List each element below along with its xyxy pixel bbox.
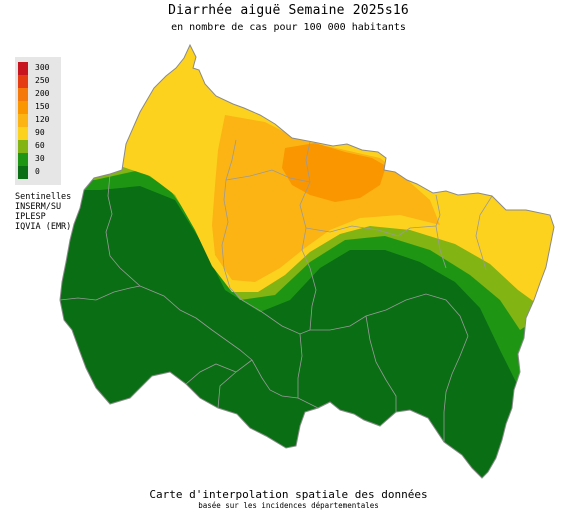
color-legend: 300 250 200 150 120 90 60 30 0 <box>15 57 61 185</box>
legend-item: 250 <box>15 75 61 88</box>
legend-item: 60 <box>15 140 61 153</box>
legend-label: 120 <box>35 115 50 124</box>
source-line: IPLESP <box>15 212 46 222</box>
legend-swatch <box>18 62 28 75</box>
legend-label: 90 <box>35 128 45 137</box>
legend-swatch <box>18 75 28 88</box>
legend-swatch <box>18 153 28 166</box>
map-subtitle: en nombre de cas pour 100 000 habitants <box>171 22 406 33</box>
map-title: Diarrhée aiguë Semaine 2025s16 <box>168 3 409 18</box>
legend-item: 300 <box>15 62 61 75</box>
legend-swatch <box>18 88 28 101</box>
legend-item: 30 <box>15 153 61 166</box>
source-line: INSERM/SU <box>15 202 62 212</box>
legend-label: 30 <box>35 154 45 163</box>
legend-label: 250 <box>35 76 50 85</box>
legend-item: 150 <box>15 101 61 114</box>
legend-label: 200 <box>35 89 50 98</box>
footer-caption: Carte d'interpolation spatiale des donné… <box>149 488 428 501</box>
legend-swatch <box>18 166 28 179</box>
legend-item: 120 <box>15 114 61 127</box>
footer-subcaption: basée sur les incidences départementales <box>198 501 379 510</box>
source-line: Sentinelles <box>15 192 72 202</box>
source-line: IQVIA (EMR) <box>15 222 72 232</box>
legend-item: 90 <box>15 127 61 140</box>
legend-item: 0 <box>15 166 61 179</box>
legend-swatch <box>18 101 28 114</box>
legend-label: 0 <box>35 167 40 176</box>
legend-label: 60 <box>35 141 45 150</box>
legend-swatch <box>18 140 28 153</box>
legend-label: 300 <box>35 63 50 72</box>
legend-swatch <box>18 127 28 140</box>
legend-swatch <box>18 114 28 127</box>
legend-label: 150 <box>35 102 50 111</box>
legend-item: 200 <box>15 88 61 101</box>
data-sources: Sentinelles INSERM/SU IPLESP IQVIA (EMR) <box>15 192 71 232</box>
